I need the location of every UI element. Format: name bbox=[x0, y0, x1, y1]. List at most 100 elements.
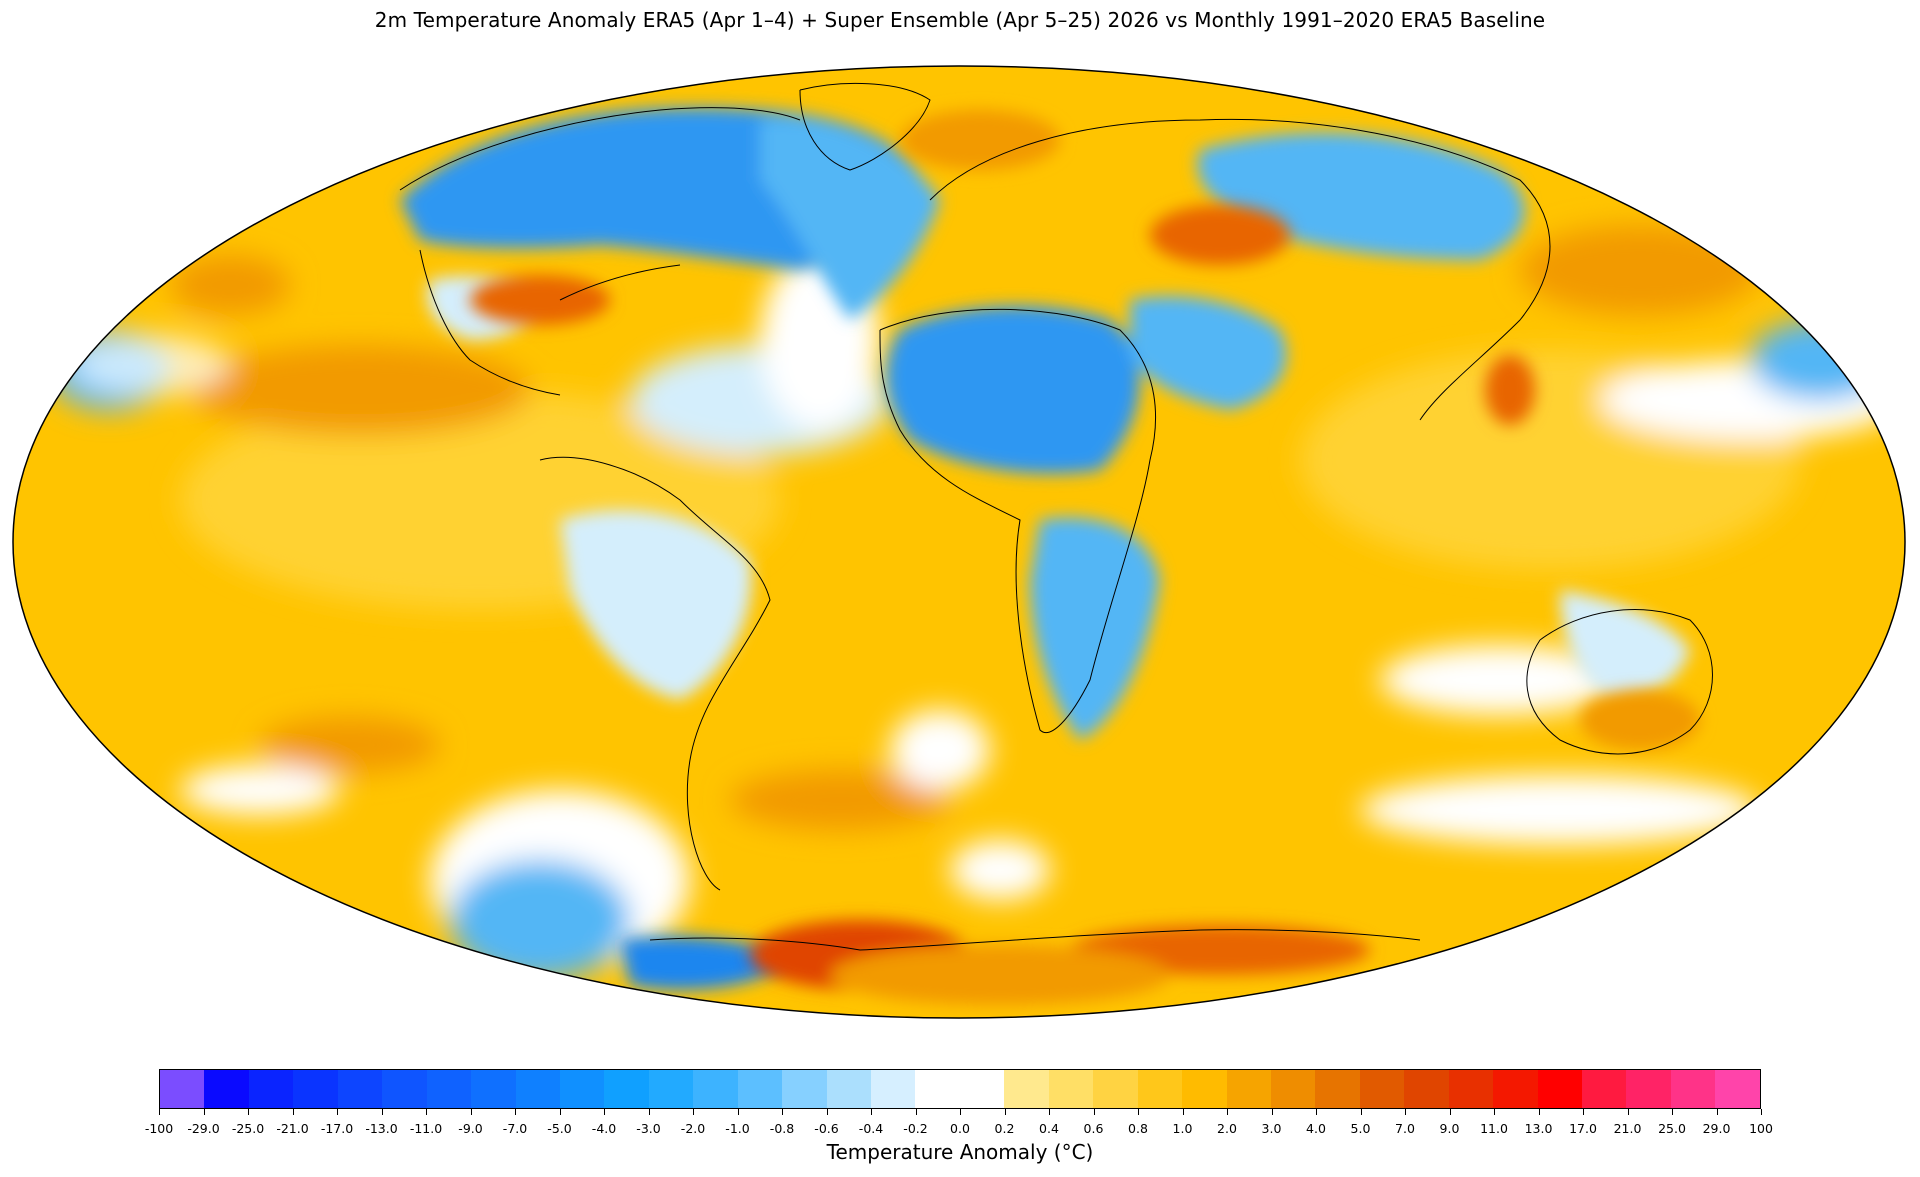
colorbar-tick-label: 0.4 bbox=[1039, 1121, 1059, 1136]
colorbar-tick bbox=[1004, 1109, 1006, 1115]
colorbar-tick-label: 5.0 bbox=[1350, 1121, 1371, 1136]
colorbar-segment bbox=[1582, 1070, 1627, 1108]
colorbar-segment bbox=[1359, 1070, 1405, 1108]
colorbar-tick-label: -25.0 bbox=[231, 1121, 265, 1136]
colorbar-segment bbox=[204, 1070, 249, 1108]
colorbar-segment bbox=[782, 1070, 827, 1108]
colorbar-tick-label: -100 bbox=[144, 1121, 174, 1136]
colorbar-tick-label: 0.8 bbox=[1128, 1121, 1148, 1136]
colorbar-segment bbox=[1715, 1070, 1760, 1108]
colorbar-tick bbox=[737, 1109, 739, 1115]
colorbar-tick-label: -0.4 bbox=[858, 1121, 884, 1136]
colorbar-segment bbox=[1493, 1070, 1538, 1108]
colorbar-segment bbox=[1226, 1070, 1271, 1108]
colorbar-segment bbox=[248, 1070, 294, 1108]
colorbar-tick-label: -29.0 bbox=[187, 1121, 220, 1136]
colorbar-tick-label: 9.0 bbox=[1439, 1121, 1460, 1136]
colorbar-tick-label: -0.6 bbox=[814, 1121, 839, 1136]
colorbar-tick bbox=[648, 1109, 650, 1115]
chart-title: 2m Temperature Anomaly ERA5 (Apr 1–4) + … bbox=[374, 8, 1546, 32]
colorbar-tick bbox=[159, 1109, 160, 1115]
colorbar-segment bbox=[693, 1070, 738, 1108]
globe-outline bbox=[12, 65, 1906, 1019]
colorbar-tick bbox=[1449, 1109, 1451, 1115]
colorbar-segment bbox=[737, 1070, 783, 1108]
colorbar-segment bbox=[1048, 1070, 1094, 1108]
colorbar-tick bbox=[1494, 1109, 1495, 1115]
colorbar-tick bbox=[1316, 1109, 1317, 1115]
colorbar-ticks: -100 -29.0 -25.0 -21.0 -17.0 -13.0 -11.0 -9.0 -7… bbox=[145, 1109, 1773, 1136]
colorbar-segment bbox=[1404, 1070, 1449, 1108]
colorbar-segment bbox=[1137, 1070, 1183, 1108]
colorbar-tick-label: -9.0 bbox=[458, 1121, 483, 1136]
colorbar-tick-label: 100 bbox=[1749, 1121, 1773, 1136]
land-warm bbox=[470, 110, 1700, 1005]
colorbar bbox=[159, 1069, 1761, 1109]
colorbar-tick-label: -11.0 bbox=[409, 1121, 443, 1136]
colorbar-tick bbox=[826, 1109, 828, 1115]
colorbar-segment bbox=[471, 1070, 516, 1108]
colorbar-tick bbox=[1761, 1109, 1762, 1115]
colorbar-tick bbox=[248, 1109, 249, 1115]
colorbar-segment bbox=[337, 1070, 383, 1108]
colorbar-tick bbox=[1049, 1109, 1050, 1115]
colorbar-tick bbox=[915, 1109, 917, 1115]
colorbar-tick bbox=[203, 1109, 205, 1115]
colorbar-tick-label: 0.0 bbox=[950, 1121, 970, 1136]
colorbar-segment bbox=[915, 1070, 960, 1108]
colorbar-segment bbox=[559, 1070, 605, 1108]
colorbar-tick bbox=[1583, 1109, 1584, 1115]
colorbar-tick bbox=[292, 1109, 294, 1115]
colorbar-tick-label: -0.2 bbox=[903, 1121, 928, 1136]
colorbar-tick bbox=[1405, 1109, 1406, 1115]
colorbar-segment bbox=[871, 1070, 916, 1108]
colorbar-tick bbox=[381, 1109, 383, 1115]
colorbar-tick-label: -1.0 bbox=[725, 1121, 750, 1136]
colorbar-tick-label: 4.0 bbox=[1306, 1121, 1326, 1136]
colorbar-tick-label: -2.0 bbox=[680, 1121, 706, 1136]
world-map bbox=[12, 65, 1906, 1019]
colorbar-tick-label: -3.0 bbox=[636, 1121, 661, 1136]
coastlines bbox=[399, 82, 1713, 951]
colorbar-tick-label: -7.0 bbox=[502, 1121, 528, 1136]
mollweide-map-svg bbox=[12, 65, 1906, 1019]
colorbar-segment bbox=[1270, 1070, 1316, 1108]
colorbar-tick bbox=[1672, 1109, 1673, 1115]
colorbar-tick-label: 2.0 bbox=[1217, 1121, 1237, 1136]
colorbar-label: Temperature Anomaly (°C) bbox=[826, 1140, 1094, 1164]
colorbar-segment bbox=[1448, 1070, 1494, 1108]
colorbar-tick bbox=[871, 1109, 872, 1115]
colorbar-segment bbox=[160, 1070, 205, 1108]
colorbar-tick-label: 0.6 bbox=[1083, 1121, 1104, 1136]
colorbar-tick bbox=[1182, 1109, 1184, 1115]
colorbar-tick-label: -0.8 bbox=[769, 1121, 795, 1136]
colorbar-segment bbox=[1537, 1070, 1582, 1108]
colorbar-tick-label: 25.0 bbox=[1658, 1121, 1686, 1136]
colorbar-tick-label: 29.0 bbox=[1702, 1121, 1731, 1136]
anomaly-field bbox=[13, 66, 1905, 1018]
colorbar-segment bbox=[1315, 1070, 1360, 1108]
colorbar-tick bbox=[604, 1109, 605, 1115]
colorbar-tick bbox=[960, 1109, 961, 1115]
colorbar-tick-label: -13.0 bbox=[365, 1121, 398, 1136]
colorbar-segment bbox=[426, 1070, 472, 1108]
colorbar-tick-label: 1.0 bbox=[1172, 1121, 1193, 1136]
colorbar-tick-label: 3.0 bbox=[1261, 1121, 1282, 1136]
colorbar-segment bbox=[1093, 1070, 1138, 1108]
colorbar-tick-label: -21.0 bbox=[276, 1121, 309, 1136]
colorbar-tick bbox=[1227, 1109, 1228, 1115]
colorbar-tick bbox=[1093, 1109, 1095, 1115]
colorbar-tick-label: 21.0 bbox=[1613, 1121, 1642, 1136]
colorbar-segment bbox=[959, 1070, 1005, 1108]
colorbar-tick bbox=[559, 1109, 561, 1115]
land-cold-north bbox=[400, 107, 1690, 990]
colorbar-tick bbox=[1716, 1109, 1718, 1115]
colorbar-tick bbox=[337, 1109, 338, 1115]
colorbar-tick-label: 11.0 bbox=[1480, 1121, 1508, 1136]
colorbar-segment bbox=[1626, 1070, 1671, 1108]
colorbar-tick-label: -4.0 bbox=[591, 1121, 617, 1136]
colorbar-segment bbox=[382, 1070, 427, 1108]
colorbar-tick bbox=[782, 1109, 783, 1115]
colorbar-tick-label: 0.2 bbox=[994, 1121, 1015, 1136]
colorbar-segment bbox=[826, 1070, 871, 1108]
